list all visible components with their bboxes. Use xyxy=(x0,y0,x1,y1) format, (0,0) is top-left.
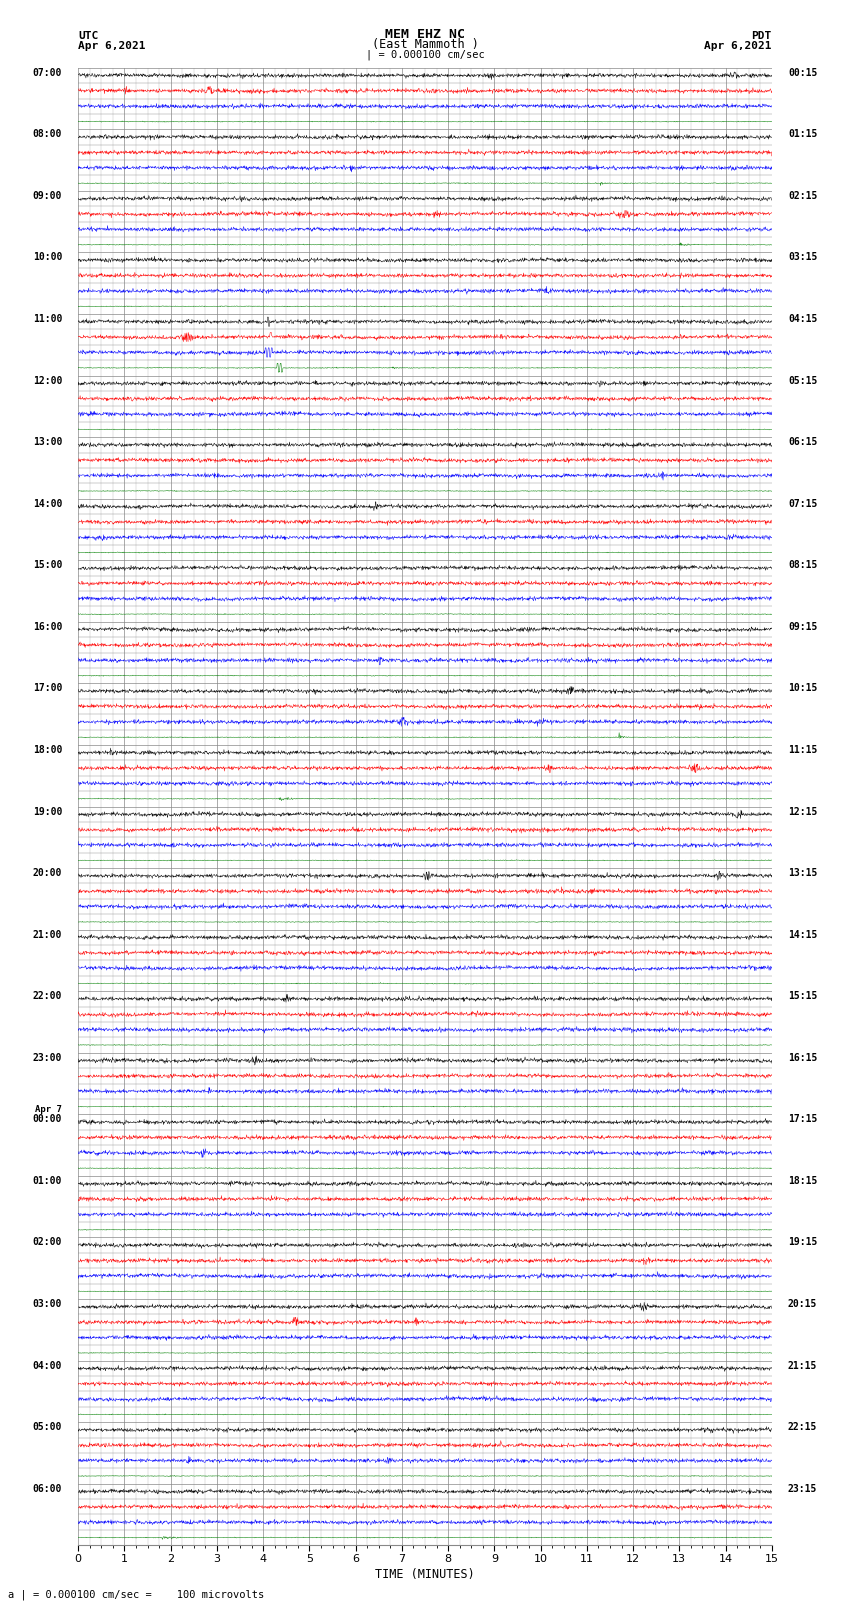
Text: 23:00: 23:00 xyxy=(32,1053,62,1063)
Text: 14:15: 14:15 xyxy=(788,929,818,940)
Text: 06:00: 06:00 xyxy=(32,1484,62,1494)
Text: 07:00: 07:00 xyxy=(32,68,62,77)
Text: 06:15: 06:15 xyxy=(788,437,818,447)
Text: MEM EHZ NC: MEM EHZ NC xyxy=(385,27,465,40)
Text: 17:15: 17:15 xyxy=(788,1115,818,1124)
Text: 03:00: 03:00 xyxy=(32,1298,62,1310)
Text: 18:00: 18:00 xyxy=(32,745,62,755)
Text: UTC: UTC xyxy=(78,31,99,40)
Text: 11:00: 11:00 xyxy=(32,315,62,324)
Text: 19:00: 19:00 xyxy=(32,806,62,816)
Text: 16:15: 16:15 xyxy=(788,1053,818,1063)
Text: 13:00: 13:00 xyxy=(32,437,62,447)
Text: a | = 0.000100 cm/sec =    100 microvolts: a | = 0.000100 cm/sec = 100 microvolts xyxy=(8,1589,264,1600)
Text: (East Mammoth ): (East Mammoth ) xyxy=(371,37,479,50)
Text: 04:15: 04:15 xyxy=(788,315,818,324)
Text: 21:00: 21:00 xyxy=(32,929,62,940)
Text: 17:00: 17:00 xyxy=(32,684,62,694)
Text: 07:15: 07:15 xyxy=(788,498,818,508)
Text: | = 0.000100 cm/sec: | = 0.000100 cm/sec xyxy=(366,50,484,60)
Text: 10:00: 10:00 xyxy=(32,253,62,263)
Text: 13:15: 13:15 xyxy=(788,868,818,877)
Text: 10:15: 10:15 xyxy=(788,684,818,694)
Text: 08:00: 08:00 xyxy=(32,129,62,139)
Text: 11:15: 11:15 xyxy=(788,745,818,755)
Text: 09:00: 09:00 xyxy=(32,190,62,202)
Text: 15:15: 15:15 xyxy=(788,990,818,1002)
Text: Apr 7: Apr 7 xyxy=(35,1105,62,1115)
Text: 22:00: 22:00 xyxy=(32,990,62,1002)
Text: 20:15: 20:15 xyxy=(788,1298,818,1310)
Text: 04:00: 04:00 xyxy=(32,1361,62,1371)
Text: 22:15: 22:15 xyxy=(788,1423,818,1432)
Text: 14:00: 14:00 xyxy=(32,498,62,508)
Text: 03:15: 03:15 xyxy=(788,253,818,263)
Text: 05:15: 05:15 xyxy=(788,376,818,386)
Text: 12:00: 12:00 xyxy=(32,376,62,386)
Text: 05:00: 05:00 xyxy=(32,1423,62,1432)
Text: 12:15: 12:15 xyxy=(788,806,818,816)
Text: 00:15: 00:15 xyxy=(788,68,818,77)
X-axis label: TIME (MINUTES): TIME (MINUTES) xyxy=(375,1568,475,1581)
Text: Apr 6,2021: Apr 6,2021 xyxy=(705,40,772,50)
Text: 02:15: 02:15 xyxy=(788,190,818,202)
Text: 20:00: 20:00 xyxy=(32,868,62,877)
Text: 08:15: 08:15 xyxy=(788,560,818,571)
Text: PDT: PDT xyxy=(751,31,772,40)
Text: 15:00: 15:00 xyxy=(32,560,62,571)
Text: 18:15: 18:15 xyxy=(788,1176,818,1186)
Text: 16:00: 16:00 xyxy=(32,623,62,632)
Text: 09:15: 09:15 xyxy=(788,623,818,632)
Text: Apr 6,2021: Apr 6,2021 xyxy=(78,40,145,50)
Text: 01:00: 01:00 xyxy=(32,1176,62,1186)
Text: 02:00: 02:00 xyxy=(32,1237,62,1247)
Text: 00:00: 00:00 xyxy=(32,1115,62,1124)
Text: 19:15: 19:15 xyxy=(788,1237,818,1247)
Text: 01:15: 01:15 xyxy=(788,129,818,139)
Text: 21:15: 21:15 xyxy=(788,1361,818,1371)
Text: 23:15: 23:15 xyxy=(788,1484,818,1494)
